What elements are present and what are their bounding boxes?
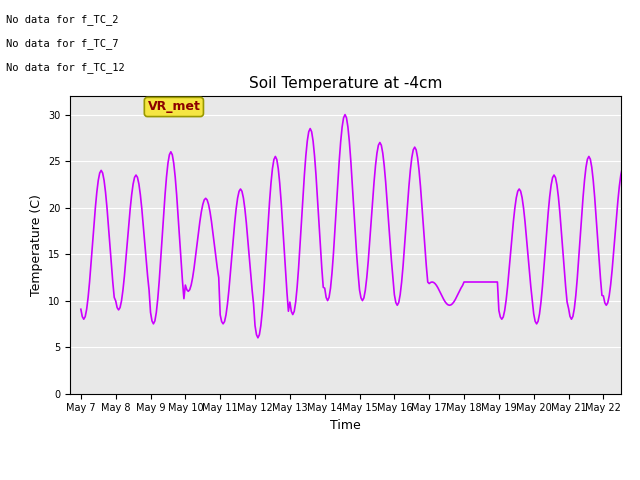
Text: No data for f_TC_2: No data for f_TC_2 [6, 14, 119, 25]
Title: Soil Temperature at -4cm: Soil Temperature at -4cm [249, 76, 442, 91]
Y-axis label: Temperature (C): Temperature (C) [29, 194, 43, 296]
Text: No data for f_TC_7: No data for f_TC_7 [6, 38, 119, 49]
X-axis label: Time: Time [330, 419, 361, 432]
Legend: Tair: Tair [312, 478, 379, 480]
Text: VR_met: VR_met [147, 100, 200, 113]
Text: No data for f_TC_12: No data for f_TC_12 [6, 62, 125, 73]
